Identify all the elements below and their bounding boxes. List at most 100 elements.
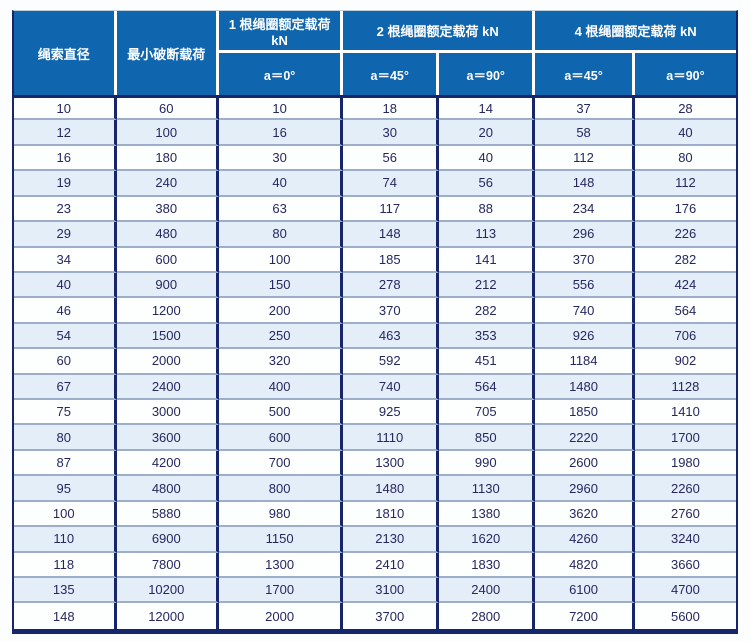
cell: 1810 <box>343 501 440 528</box>
cell: 80 <box>219 222 344 248</box>
cell: 20 <box>439 120 536 146</box>
cell: 3100 <box>343 578 440 604</box>
cell: 112 <box>535 145 635 172</box>
cell: 40 <box>14 272 117 299</box>
cell: 100 <box>116 120 220 146</box>
cell: 2960 <box>535 476 635 502</box>
table-row: 29 480 80 148 113 296 226 <box>14 222 736 248</box>
cell: 250 <box>219 323 344 350</box>
cell: 600 <box>219 425 344 451</box>
cell: 18 <box>343 95 440 121</box>
cell: 54 <box>14 323 117 350</box>
table-row: 12 100 16 30 20 58 40 <box>14 120 736 146</box>
cell: 1830 <box>439 552 536 579</box>
cell: 75 <box>14 400 117 426</box>
table-row: 100 5880 980 1810 1380 3620 2760 <box>14 501 736 528</box>
table-row: 148 12000 2000 3700 2800 7200 5600 <box>14 603 736 629</box>
cell: 1380 <box>439 501 536 528</box>
load-rating-table: 绳索直径 最小破断载荷 1 根绳圈额定载荷 kN 2 根绳圈额定载荷 kN 4 … <box>14 11 736 629</box>
cell: 185 <box>343 247 440 273</box>
cell: 3600 <box>116 425 220 451</box>
cell: 1480 <box>343 476 440 502</box>
cell: 1128 <box>634 374 736 401</box>
cell: 95 <box>14 476 117 502</box>
header-rope-diameter: 绳索直径 <box>14 11 117 95</box>
cell: 12000 <box>116 603 220 629</box>
cell: 1130 <box>439 476 536 502</box>
cell: 80 <box>14 425 117 451</box>
cell: 1850 <box>535 400 635 426</box>
cell: 30 <box>219 145 344 172</box>
cell: 1500 <box>116 323 220 350</box>
cell: 600 <box>116 247 220 273</box>
cell: 2410 <box>343 552 440 579</box>
cell: 380 <box>116 196 220 223</box>
cell: 370 <box>343 298 440 324</box>
table-body: 10 60 10 18 14 37 28 12 100 16 30 20 58 40 16 180 30 56 40… <box>14 95 736 629</box>
cell: 118 <box>14 552 117 579</box>
cell: 4800 <box>116 476 220 502</box>
cell: 800 <box>219 476 344 502</box>
cell: 30 <box>343 120 440 146</box>
cell: 110 <box>14 527 117 553</box>
cell: 451 <box>439 349 536 375</box>
table-row: 80 3600 600 1110 850 2220 1700 <box>14 425 736 451</box>
cell: 212 <box>439 272 536 299</box>
cell: 12 <box>14 120 117 146</box>
cell: 1110 <box>343 425 440 451</box>
cell: 40 <box>634 120 736 146</box>
cell: 400 <box>219 374 344 401</box>
table-row: 19 240 40 74 56 148 112 <box>14 171 736 197</box>
cell: 28 <box>634 95 736 121</box>
header-sub-row: a＝0° a＝45° a＝90° a＝45° a＝90° <box>14 53 736 95</box>
cell: 1700 <box>634 425 736 451</box>
table-row: 110 6900 1150 2130 1620 4260 3240 <box>14 527 736 553</box>
table-row: 67 2400 400 740 564 1480 1128 <box>14 374 736 401</box>
cell: 6100 <box>535 578 635 604</box>
cell: 7800 <box>116 552 220 579</box>
cell: 850 <box>439 425 536 451</box>
cell: 16 <box>14 145 117 172</box>
table-row: 16 180 30 56 40 112 80 <box>14 145 736 172</box>
cell: 234 <box>535 196 635 223</box>
cell: 1300 <box>219 552 344 579</box>
cell: 278 <box>343 272 440 299</box>
cell: 1620 <box>439 527 536 553</box>
header-angle-45-2loop: a＝45° <box>343 53 440 95</box>
cell: 3000 <box>116 400 220 426</box>
header-group-2-loop: 2 根绳圈额定载荷 kN <box>343 11 536 53</box>
cell: 16 <box>219 120 344 146</box>
cell: 592 <box>343 349 440 375</box>
cell: 56 <box>343 145 440 172</box>
cell: 2400 <box>439 578 536 604</box>
cell: 902 <box>634 349 736 375</box>
cell: 282 <box>439 298 536 324</box>
cell: 4260 <box>535 527 635 553</box>
cell: 240 <box>116 171 220 197</box>
cell: 900 <box>116 272 220 299</box>
table-frame: 绳索直径 最小破断载荷 1 根绳圈额定载荷 kN 2 根绳圈额定载荷 kN 4 … <box>12 10 738 634</box>
cell: 10 <box>219 95 344 121</box>
cell: 320 <box>219 349 344 375</box>
cell: 705 <box>439 400 536 426</box>
cell: 14 <box>439 95 536 121</box>
cell: 1300 <box>343 450 440 477</box>
cell: 706 <box>634 323 736 350</box>
cell: 1150 <box>219 527 344 553</box>
cell: 23 <box>14 196 117 223</box>
cell: 200 <box>219 298 344 324</box>
cell: 353 <box>439 323 536 350</box>
cell: 3620 <box>535 501 635 528</box>
cell: 1410 <box>634 400 736 426</box>
cell: 5880 <box>116 501 220 528</box>
cell: 1200 <box>116 298 220 324</box>
table-row: 135 10200 1700 3100 2400 6100 4700 <box>14 578 736 604</box>
cell: 480 <box>116 222 220 248</box>
cell: 113 <box>439 222 536 248</box>
cell: 4820 <box>535 552 635 579</box>
cell: 3240 <box>634 527 736 553</box>
cell: 6900 <box>116 527 220 553</box>
table-row: 46 1200 200 370 282 740 564 <box>14 298 736 324</box>
header-angle-90-4loop: a＝90° <box>634 53 736 95</box>
cell: 100 <box>219 247 344 273</box>
